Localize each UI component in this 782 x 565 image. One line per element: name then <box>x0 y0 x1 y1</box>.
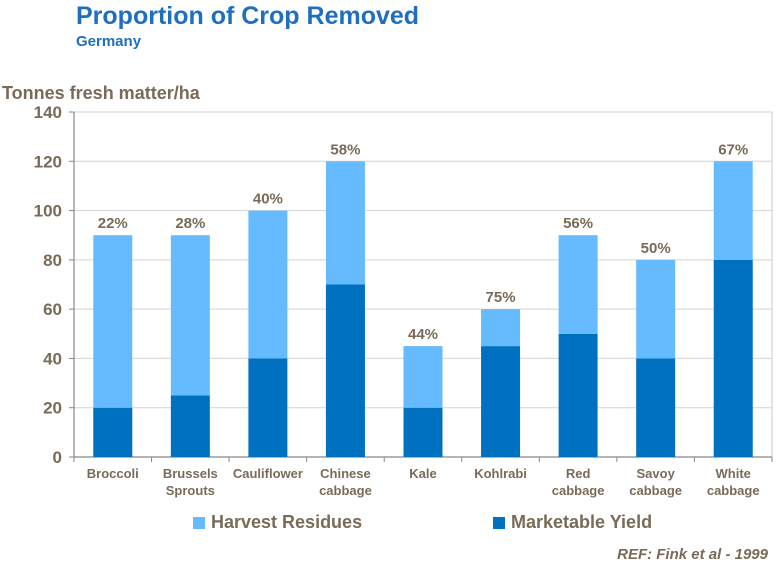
y-tick-label: 60 <box>43 300 62 319</box>
x-tick-label: cabbage <box>552 483 605 498</box>
chart-subtitle: Germany <box>76 33 142 50</box>
bar-marketable-yield <box>713 259 753 457</box>
bar-marketable-yield <box>93 407 133 457</box>
bar-harvest-residues <box>248 210 288 359</box>
legend-swatch-harvest-residues <box>193 516 205 529</box>
data-label-percent: 56% <box>563 215 593 232</box>
bar-harvest-residues <box>325 161 365 285</box>
bar-harvest-residues <box>636 259 676 359</box>
y-tick-label: 100 <box>34 202 62 221</box>
x-tick-label: Kohlrabi <box>474 466 527 481</box>
data-label-percent: 28% <box>175 215 205 232</box>
bar-harvest-residues <box>403 346 443 408</box>
bar-marketable-yield <box>403 407 443 457</box>
x-tick-label: Savoy <box>637 466 676 481</box>
bar-marketable-yield <box>248 358 288 457</box>
x-tick-label: Red <box>566 466 591 481</box>
data-label-percent: 44% <box>408 326 438 343</box>
bar-harvest-residues <box>170 235 210 396</box>
x-tick-label: Brussels <box>163 466 218 481</box>
x-tick-label: Chinese <box>320 466 371 481</box>
bar-chart: 0 20 40 60 80 100 120 140 22% Broccoli 28% Brussels… <box>34 103 773 498</box>
y-tick-label: 20 <box>43 399 62 418</box>
x-tick-label: cabbage <box>319 483 372 498</box>
y-tick-label: 0 <box>53 448 62 467</box>
data-label-percent: 58% <box>330 141 360 158</box>
x-tick-label: cabbage <box>707 483 760 498</box>
bar-harvest-residues <box>558 235 598 334</box>
y-tick-label: 140 <box>34 103 62 122</box>
legend-item-marketable-yield: Marketable Yield <box>493 512 652 533</box>
legend-label-marketable-yield: Marketable Yield <box>511 512 653 532</box>
legend-label-harvest-residues: Harvest Residues <box>211 512 363 532</box>
bar-marketable-yield <box>481 346 521 457</box>
bar-marketable-yield <box>170 395 210 457</box>
y-tick-label: 80 <box>43 251 62 270</box>
x-tick-label: Sprouts <box>166 483 215 498</box>
bar-marketable-yield <box>325 284 365 457</box>
chart-title: Proportion of Crop Removed <box>76 2 420 30</box>
bar-harvest-residues <box>93 235 133 408</box>
bar-harvest-residues <box>481 309 521 347</box>
data-label-percent: 50% <box>641 240 671 257</box>
data-label-percent: 75% <box>486 289 516 306</box>
bar-marketable-yield <box>636 358 676 457</box>
x-tick-label: Kale <box>409 466 436 481</box>
bar-harvest-residues <box>713 161 753 260</box>
data-label-percent: 67% <box>718 141 748 158</box>
data-label-percent: 40% <box>253 191 283 208</box>
y-axis-label: Tonnes fresh matter/ha <box>2 83 200 103</box>
x-tick-label: Broccoli <box>87 466 139 481</box>
y-tick-label: 120 <box>34 152 62 171</box>
x-tick-label: Cauliflower <box>233 466 303 481</box>
reference-note: REF: Fink et al - 1999 <box>617 546 768 563</box>
legend-swatch-marketable-yield <box>493 516 505 529</box>
x-tick-label: cabbage <box>629 483 682 498</box>
data-label-percent: 22% <box>98 215 128 232</box>
legend-item-harvest-residues: Harvest Residues <box>193 512 362 533</box>
bar-marketable-yield <box>558 333 598 457</box>
x-tick-label: White <box>716 466 751 481</box>
y-tick-label: 40 <box>43 349 62 368</box>
